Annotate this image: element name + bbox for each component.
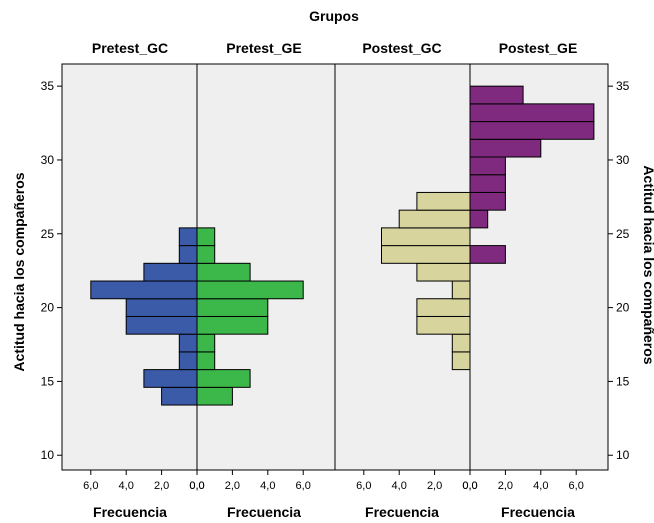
bar-pretest-gc xyxy=(178,227,198,247)
y-tick-label-left: 10 xyxy=(41,448,55,462)
x-tick-label: 0,0 xyxy=(189,480,204,492)
bar-pretest-ge xyxy=(196,369,251,388)
bar-postest-ge xyxy=(469,156,506,176)
bar-postest-ge xyxy=(469,138,542,158)
bar-pretest-ge xyxy=(196,227,216,247)
y-tick-label-left: 30 xyxy=(41,153,55,167)
x-tick-label: 6,0 xyxy=(83,480,98,492)
panel-title-pretest-gc: Pretest_GC xyxy=(92,40,168,56)
y-tick-label-left: 25 xyxy=(41,227,55,241)
bar-pretest-gc xyxy=(125,298,198,317)
x-tick-label: 2,0 xyxy=(498,480,513,492)
bar-pretest-ge xyxy=(196,315,269,335)
bar-postest-gc xyxy=(381,245,471,264)
x-axis-label: Frecuencia xyxy=(93,504,167,520)
x-tick-label: 6,0 xyxy=(296,480,311,492)
bar-pretest-ge xyxy=(196,280,304,300)
bar-pretest-gc xyxy=(143,369,198,388)
bar-pretest-ge xyxy=(196,298,269,317)
bar-postest-gc xyxy=(381,227,471,247)
y-axis-label-left: Actitud hacia los compañeros xyxy=(11,172,27,371)
x-tick-label: 0,0 xyxy=(462,480,477,492)
bar-pretest-gc xyxy=(178,333,198,353)
y-tick-label-right: 30 xyxy=(616,153,630,167)
x-axis-label: Frecuencia xyxy=(501,504,575,520)
bar-postest-gc xyxy=(416,315,471,335)
x-tick-label: 6,0 xyxy=(569,480,584,492)
bar-pretest-ge xyxy=(196,245,216,264)
x-tick-label: 2,0 xyxy=(225,480,240,492)
panel-title-pretest-ge: Pretest_GE xyxy=(226,40,301,56)
bar-postest-gc xyxy=(416,191,471,211)
x-axis-label: Frecuencia xyxy=(227,504,301,520)
x-tick-label: 4,0 xyxy=(260,480,275,492)
bar-pretest-gc xyxy=(125,315,198,335)
y-tick-label-left: 20 xyxy=(41,301,55,315)
bar-postest-ge xyxy=(469,191,506,211)
bar-pretest-ge xyxy=(196,351,216,371)
bar-pretest-gc xyxy=(90,280,198,300)
bar-postest-gc xyxy=(416,262,471,282)
bar-pretest-ge xyxy=(196,333,216,353)
panel-title-postest-ge: Postest_GE xyxy=(499,40,578,56)
bar-postest-gc xyxy=(416,298,471,317)
x-tick-label: 0,0 xyxy=(462,480,477,492)
x-tick-label: 6,0 xyxy=(356,480,371,492)
y-axis-label-right: Actitud hacia los compañeros xyxy=(641,165,654,364)
bar-postest-gc xyxy=(451,280,471,300)
y-tick-label-right: 25 xyxy=(616,227,630,241)
y-tick-label-left: 15 xyxy=(41,374,55,388)
y-tick-label-right: 15 xyxy=(616,374,630,388)
bar-pretest-gc xyxy=(143,262,198,282)
bar-postest-ge xyxy=(469,174,506,193)
bar-postest-ge xyxy=(469,103,595,123)
bar-pretest-gc xyxy=(161,386,198,406)
x-tick-label: 4,0 xyxy=(533,480,548,492)
chart-title: Grupos xyxy=(309,8,359,24)
bar-postest-ge xyxy=(469,121,595,140)
bar-postest-ge xyxy=(469,245,506,264)
bar-pretest-gc xyxy=(178,245,198,264)
bar-postest-gc xyxy=(451,333,471,353)
y-tick-label-right: 10 xyxy=(616,448,630,462)
bar-postest-ge xyxy=(469,85,524,105)
bar-pretest-ge xyxy=(196,262,251,282)
bar-postest-gc xyxy=(451,351,471,371)
x-tick-label: 0,0 xyxy=(189,480,204,492)
bar-pretest-ge xyxy=(196,386,233,406)
bar-postest-ge xyxy=(469,209,489,229)
x-tick-label: 4,0 xyxy=(119,480,134,492)
x-tick-label: 2,0 xyxy=(427,480,442,492)
y-tick-label-right: 35 xyxy=(616,79,630,93)
x-tick-label: 4,0 xyxy=(392,480,407,492)
y-tick-label-left: 35 xyxy=(41,79,55,93)
y-tick-label-right: 20 xyxy=(616,301,630,315)
x-axis-label: Frecuencia xyxy=(365,504,439,520)
x-tick-label: 2,0 xyxy=(154,480,169,492)
bar-pretest-gc xyxy=(178,351,198,371)
panel-title-postest-gc: Postest_GC xyxy=(362,40,441,56)
bar-postest-gc xyxy=(398,209,471,229)
